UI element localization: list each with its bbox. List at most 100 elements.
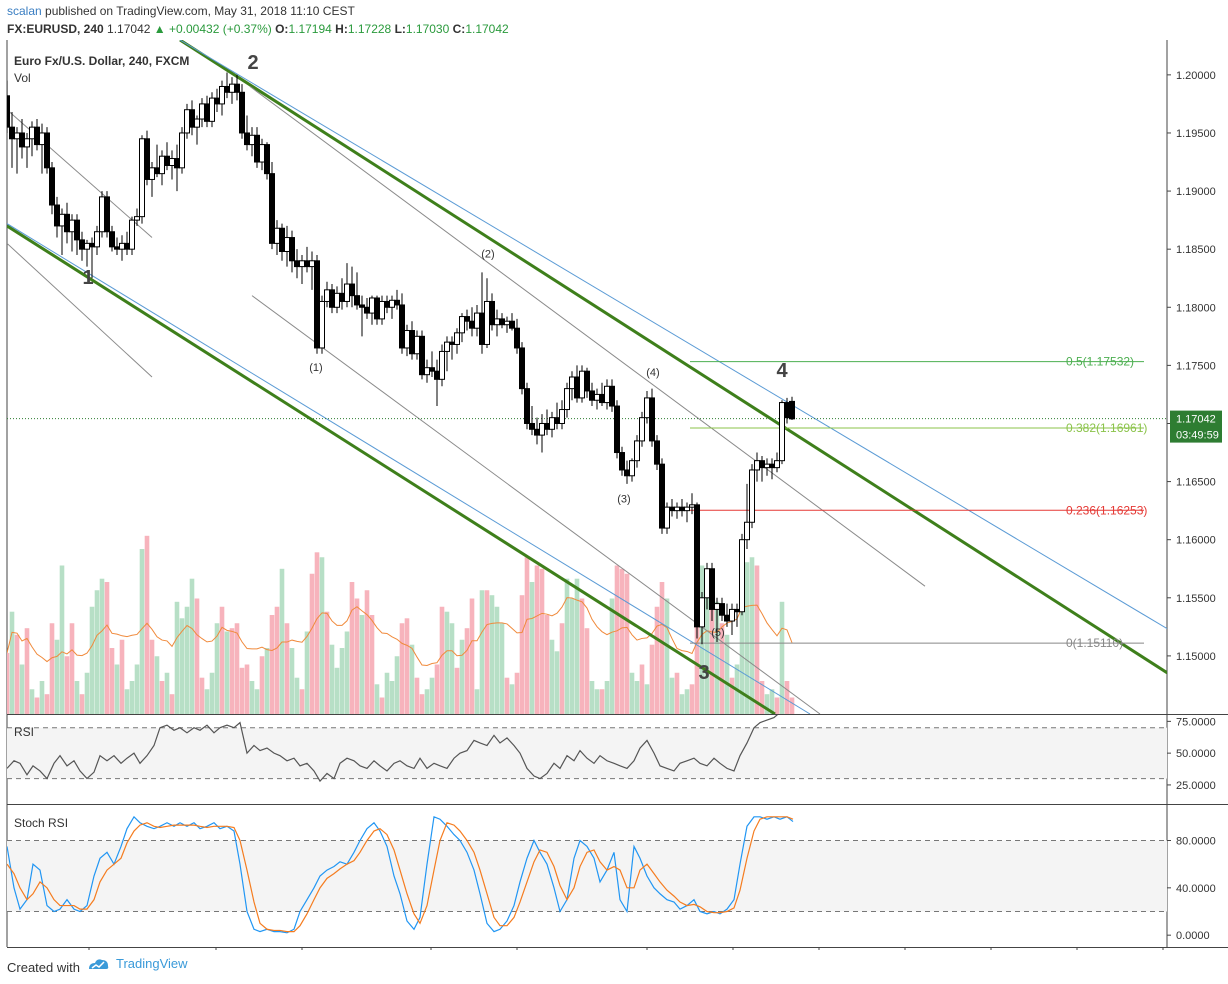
bull-candle [549, 417, 555, 430]
volume-bar [19, 664, 25, 714]
bear-candle [44, 132, 50, 169]
volume-bar [764, 694, 770, 714]
volume-label: Vol [14, 71, 31, 85]
bull-candle [664, 506, 670, 529]
fib-level-label: 0.382(1.16961) [1066, 421, 1147, 435]
volume-bar [364, 590, 370, 714]
volume-bar [504, 677, 510, 714]
publisher-link[interactable]: scalan [7, 4, 42, 18]
fib-level-label: 0(1.15110) [1066, 636, 1123, 650]
volume-bar [264, 648, 270, 714]
tradingview-brand[interactable]: TradingView [88, 956, 188, 971]
bull-candle [444, 341, 450, 352]
bull-candle [454, 332, 460, 345]
volume-ma-line [7, 597, 793, 666]
wave-label: (2) [481, 248, 494, 260]
bear-candle [574, 376, 580, 399]
volume-bar [459, 639, 465, 714]
osc-tick-label: 25.0000 [1176, 780, 1216, 792]
bull-candle [494, 318, 500, 326]
bear-candle [659, 463, 665, 529]
bear-candle [19, 132, 25, 148]
bear-candle [769, 463, 775, 469]
volume-bar [479, 590, 485, 714]
price-axis[interactable]: 1.20000 1.19500 1.19000 1.18500 1.18000 1.175… [1167, 70, 1216, 663]
volume-bar [109, 648, 115, 714]
volume-bar [714, 601, 720, 714]
volume-bar [689, 684, 695, 714]
published-text: published on TradingView.com, May 31, 20… [45, 4, 355, 18]
volume-bar [684, 689, 690, 714]
bear-candle [609, 385, 615, 407]
volume-bar [209, 672, 215, 714]
wave-label: (4) [646, 367, 659, 379]
bear-candle [619, 452, 625, 471]
bear-candle [599, 393, 605, 404]
volume-bar [464, 628, 470, 714]
volume-bar [399, 623, 405, 714]
rsi-line [7, 715, 778, 783]
volume-bar [419, 694, 425, 714]
bear-candle [694, 504, 700, 628]
time-axis[interactable]: 9141621232830Jun571113 [86, 947, 1169, 950]
bear-candle [409, 330, 415, 355]
wave-label: (3) [617, 494, 630, 506]
bull-candle [24, 138, 30, 148]
last-price-badge: 1.17042 03:49:59 [1170, 410, 1222, 443]
volume-bar [314, 552, 320, 714]
volume-bar [279, 568, 285, 714]
gray-trendline [249, 86, 926, 587]
volume-bar [439, 606, 445, 714]
volume-bar [779, 601, 785, 714]
volume-bar [159, 681, 165, 714]
bear-candle [7, 95, 10, 128]
bear-candle [244, 132, 250, 146]
bull-candle [209, 97, 215, 122]
volume-bar [769, 689, 775, 714]
bear-candle [399, 304, 405, 349]
rsi-pane [7, 715, 1167, 783]
bear-candle [679, 506, 685, 512]
volume-bar [89, 606, 95, 714]
bear-candle [654, 440, 660, 465]
volume-bar [274, 606, 280, 714]
bull-candle [184, 109, 190, 134]
bull-candle [779, 402, 785, 462]
volume-bar [574, 578, 580, 714]
bear-candle [164, 155, 170, 167]
bull-candle [284, 237, 290, 252]
bull-candle [199, 103, 205, 120]
volume-bar [369, 615, 375, 714]
bull-candle [334, 292, 340, 308]
bull-candle [159, 155, 165, 175]
bull-candle [674, 506, 680, 512]
volume-bar [429, 677, 435, 714]
bear-candle [154, 167, 160, 175]
bull-candle [594, 393, 600, 401]
bear-candle [419, 335, 425, 376]
volume-bar [7, 652, 10, 714]
low-value: 1.17030 [405, 22, 450, 36]
volume-bar [339, 648, 345, 714]
bull-candle [639, 417, 645, 442]
bull-candle [559, 409, 565, 424]
wave-label: 4 [776, 360, 788, 382]
volume-bar [624, 573, 630, 714]
bull-candle [744, 521, 750, 541]
last-price-value: 1.17042 [1176, 414, 1216, 426]
volume-bar [134, 664, 140, 714]
bull-candle [194, 118, 200, 128]
bull-candle [764, 463, 770, 469]
chart-canvas[interactable]: 0.5(1.17532) 0.382(1.16961) 0.236(1.16253)… [0, 40, 1228, 950]
chart-title: Euro Fx/U.S. Dollar, 240, FXCM [14, 54, 189, 68]
volume-bar [739, 568, 745, 714]
volume-bar [629, 672, 635, 714]
bear-candle [54, 204, 60, 227]
volume-bar [599, 689, 605, 714]
bull-candle [629, 460, 635, 477]
volume-bar [349, 582, 355, 714]
volume-bar [169, 694, 175, 714]
bear-candle [489, 300, 495, 326]
rsi-axis: 75.0000 50.0000 25.0000 [1167, 716, 1216, 792]
volume-bar [24, 628, 30, 714]
